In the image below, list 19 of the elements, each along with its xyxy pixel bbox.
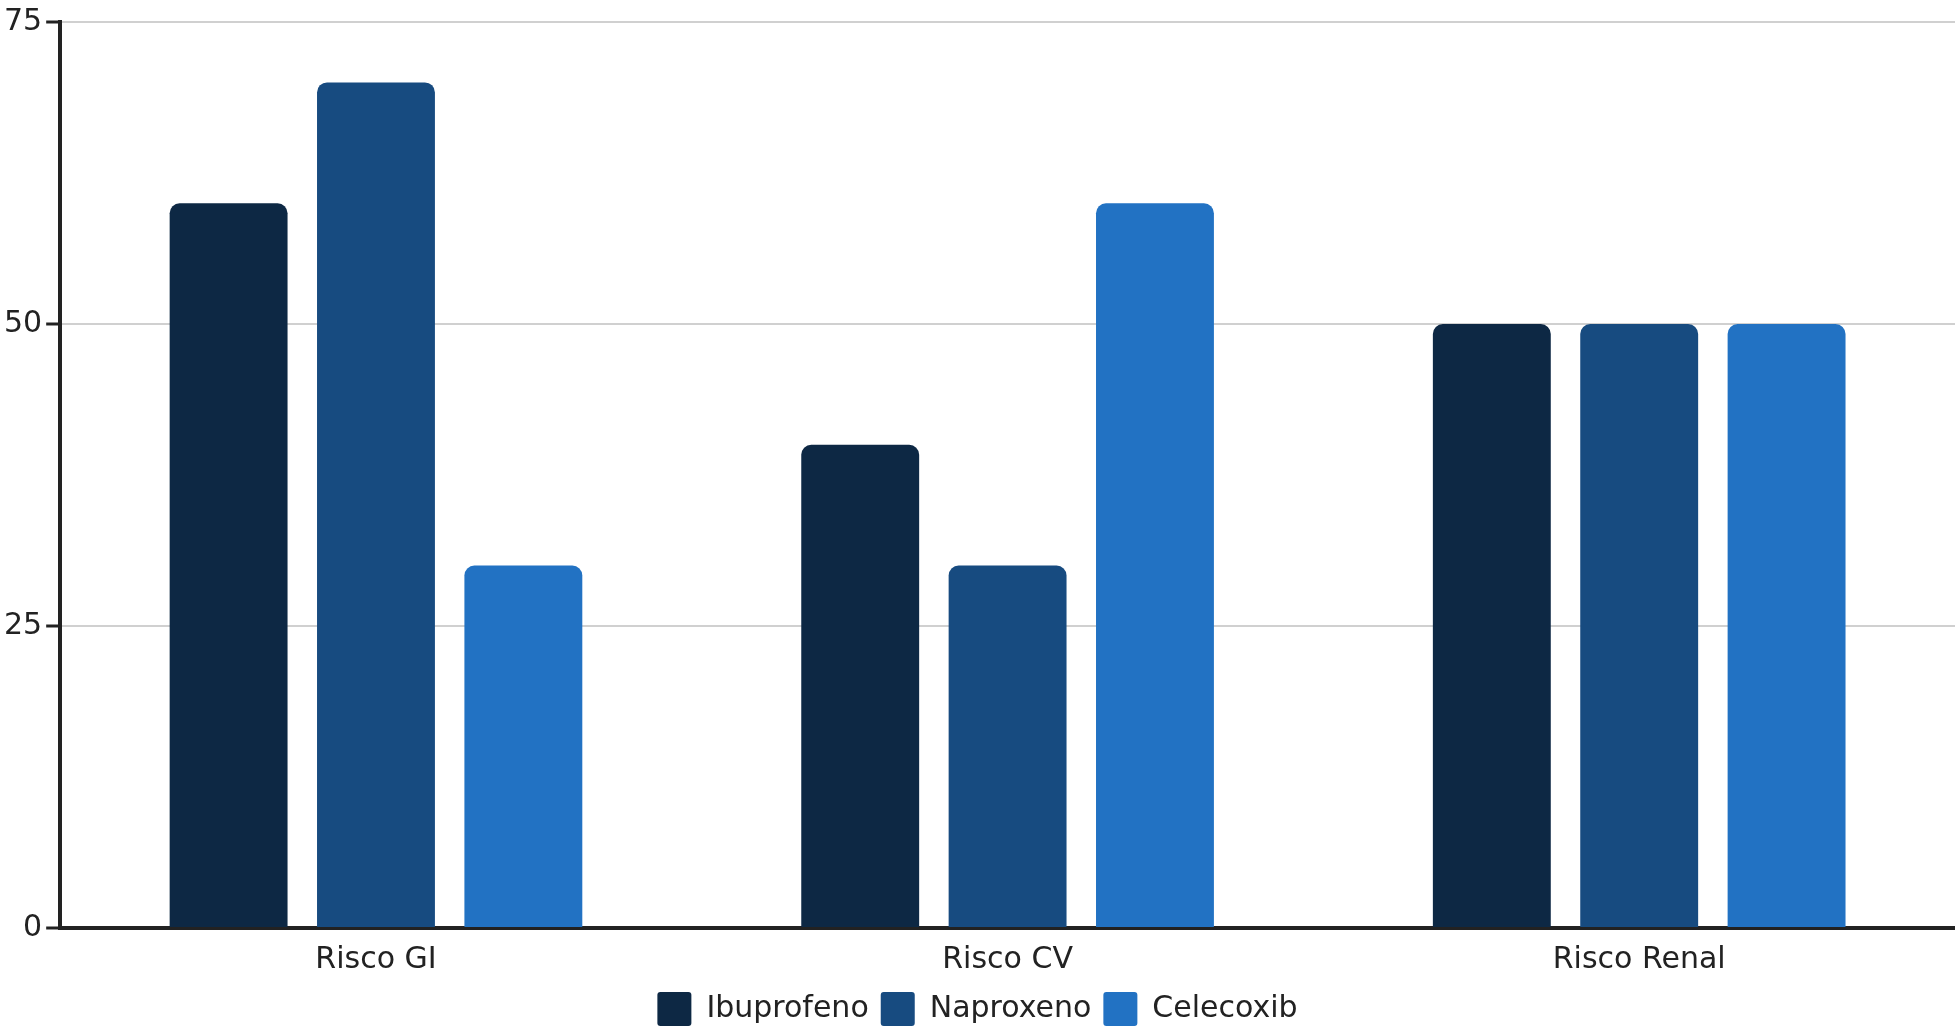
y-tick-label: 50 [3,303,43,339]
legend-label: Ibuprofeno [706,988,869,1024]
bar [1580,324,1699,927]
x-tick-label: Risco CV [942,939,1074,975]
x-tick-label: Risco Renal [1552,939,1726,975]
bar [1432,324,1551,927]
legend-label: Naproxeno [929,988,1092,1024]
y-tick-label: 25 [3,605,43,641]
legend-label: Celecoxib [1152,988,1298,1024]
bar [169,203,288,927]
y-tick-label: 75 [3,1,43,37]
bar [1096,203,1214,927]
bar [464,565,583,927]
bar [1727,324,1846,927]
bar [317,82,435,927]
bar [801,444,920,927]
bar [948,565,1067,927]
x-tick-label: Risco GI [315,939,437,975]
y-tick-label: 0 [23,907,43,943]
